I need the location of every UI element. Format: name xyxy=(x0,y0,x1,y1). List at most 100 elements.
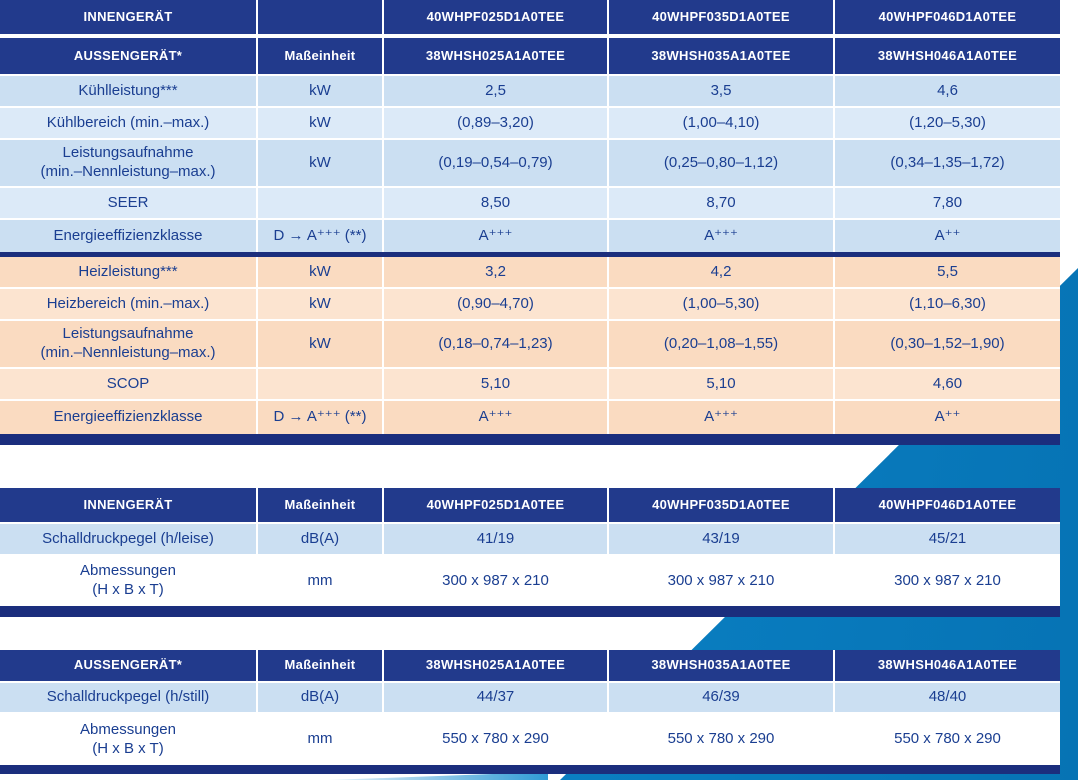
model-header: 38WHSH025A1A0TEE xyxy=(384,650,609,681)
row-label: Energieeffizienzklasse xyxy=(0,401,258,434)
value-cell: 41/19 xyxy=(384,524,609,554)
value-cell: 300 x 987 x 210 xyxy=(609,556,835,606)
value-cell: 550 x 780 x 290 xyxy=(609,714,835,765)
value-cell: (0,34–1,35–1,72) xyxy=(835,140,1060,186)
unit-cell: D → A⁺⁺⁺ (**) xyxy=(258,220,384,252)
unit-cell: kW xyxy=(258,108,384,138)
value-cell: (0,20–1,08–1,55) xyxy=(609,321,835,367)
header-label-indoor: INNENGERÄT xyxy=(0,488,258,522)
unit-cell: mm xyxy=(258,714,384,765)
unit-cell: D → A⁺⁺⁺ (**) xyxy=(258,401,384,434)
table-row-cooling-range: Kühlbereich (min.–max.) kW (0,89–3,20) (… xyxy=(0,108,1060,140)
table-row-cooling-capacity: Kühlleistung*** kW 2,5 3,5 4,6 xyxy=(0,76,1060,108)
table-bottom-bar xyxy=(0,434,1060,445)
row-label: Abmessungen (H x B x T) xyxy=(0,556,258,606)
table-row-indoor-dimensions: Abmessungen (H x B x T) mm 300 x 987 x 2… xyxy=(0,556,1060,606)
row-label: Kühlbereich (min.–max.) xyxy=(0,108,258,138)
unit-cell: kW xyxy=(258,289,384,319)
value-cell: (1,00–4,10) xyxy=(609,108,835,138)
unit-cell: dB(A) xyxy=(258,524,384,554)
table-row-heating-capacity: Heizleistung*** kW 3,2 4,2 5,5 xyxy=(0,257,1060,289)
header-unit-label: Maßeinheit xyxy=(258,488,384,522)
section-divider xyxy=(0,252,1060,257)
unit-cell: mm xyxy=(258,556,384,606)
header-row-outdoor-unit: AUSSENGERÄT* Maßeinheit 38WHSH025A1A0TEE… xyxy=(0,650,1060,683)
value-cell: (0,25–0,80–1,12) xyxy=(609,140,835,186)
value-cell: 5,10 xyxy=(609,369,835,399)
value-cell: 45/21 xyxy=(835,524,1060,554)
model-header: 40WHPF035D1A0TEE xyxy=(609,488,835,522)
header-row-indoor-unit: INNENGERÄT Maßeinheit 40WHPF025D1A0TEE 4… xyxy=(0,488,1060,524)
value-cell: (0,89–3,20) xyxy=(384,108,609,138)
model-header: 40WHPF025D1A0TEE xyxy=(384,488,609,522)
unit-cell: kW xyxy=(258,257,384,287)
value-cell: 5,10 xyxy=(384,369,609,399)
value-cell: 4,60 xyxy=(835,369,1060,399)
model-header: 40WHPF046D1A0TEE xyxy=(835,488,1060,522)
row-label: SCOP xyxy=(0,369,258,399)
row-label: Schalldruckpegel (h/still) xyxy=(0,683,258,712)
table-bottom-bar xyxy=(0,606,1060,617)
value-cell: 8,50 xyxy=(384,188,609,218)
value-cell: 44/37 xyxy=(384,683,609,712)
table-row-seer: SEER 8,50 8,70 7,80 xyxy=(0,188,1060,220)
table-bottom-bar xyxy=(0,765,1060,774)
value-cell: 8,70 xyxy=(609,188,835,218)
model-header: 38WHSH046A1A0TEE xyxy=(835,38,1060,74)
value-cell: 300 x 987 x 210 xyxy=(384,556,609,606)
value-cell: A⁺⁺⁺ xyxy=(384,401,609,434)
model-header: 40WHPF046D1A0TEE xyxy=(835,0,1060,34)
value-cell: 2,5 xyxy=(384,76,609,106)
indoor-unit-table: INNENGERÄT Maßeinheit 40WHPF025D1A0TEE 4… xyxy=(0,488,1060,617)
value-cell: 46/39 xyxy=(609,683,835,712)
unit-cell: kW xyxy=(258,140,384,186)
row-label: Heizbereich (min.–max.) xyxy=(0,289,258,319)
table-row-outdoor-dimensions: Abmessungen (H x B x T) mm 550 x 780 x 2… xyxy=(0,714,1060,765)
value-cell: 3,2 xyxy=(384,257,609,287)
value-cell: (0,30–1,52–1,90) xyxy=(835,321,1060,367)
value-cell: 550 x 780 x 290 xyxy=(384,714,609,765)
unit-cell xyxy=(258,188,384,218)
value-cell: (0,18–0,74–1,23) xyxy=(384,321,609,367)
table-row-scop: SCOP 5,10 5,10 4,60 xyxy=(0,369,1060,401)
header-label-outdoor: AUSSENGERÄT* xyxy=(0,650,258,681)
value-cell: (0,90–4,70) xyxy=(384,289,609,319)
value-cell: A⁺⁺⁺ xyxy=(384,220,609,252)
table-row-indoor-sound: Schalldruckpegel (h/leise) dB(A) 41/19 4… xyxy=(0,524,1060,556)
model-header: 38WHSH035A1A0TEE xyxy=(609,38,835,74)
header-row-indoor: INNENGERÄT 40WHPF025D1A0TEE 40WHPF035D1A… xyxy=(0,0,1060,38)
model-header: 40WHPF025D1A0TEE xyxy=(384,0,609,34)
row-label: Leistungsaufnahme (min.–Nennleistung–max… xyxy=(0,321,258,367)
header-unit-label: Maßeinheit xyxy=(258,38,384,74)
value-cell: 550 x 780 x 290 xyxy=(835,714,1060,765)
value-cell: 48/40 xyxy=(835,683,1060,712)
outdoor-unit-table: AUSSENGERÄT* Maßeinheit 38WHSH025A1A0TEE… xyxy=(0,650,1060,774)
row-label: Heizleistung*** xyxy=(0,257,258,287)
value-cell: 7,80 xyxy=(835,188,1060,218)
value-cell: (1,20–5,30) xyxy=(835,108,1060,138)
table-row-cooling-energy-class: Energieeffizienzklasse D → A⁺⁺⁺ (**) A⁺⁺… xyxy=(0,220,1060,252)
header-label-outdoor: AUSSENGERÄT* xyxy=(0,38,258,74)
value-cell: 5,5 xyxy=(835,257,1060,287)
value-cell: (1,10–6,30) xyxy=(835,289,1060,319)
row-label: Energieeffizienzklasse xyxy=(0,220,258,252)
value-cell: (0,19–0,54–0,79) xyxy=(384,140,609,186)
table-row-heating-range: Heizbereich (min.–max.) kW (0,90–4,70) (… xyxy=(0,289,1060,321)
value-cell: 43/19 xyxy=(609,524,835,554)
header-unit-label: Maßeinheit xyxy=(258,650,384,681)
header-label-indoor: INNENGERÄT xyxy=(0,0,258,34)
row-label: Leistungsaufnahme (min.–Nennleistung–max… xyxy=(0,140,258,186)
unit-cell: kW xyxy=(258,76,384,106)
row-label: Abmessungen (H x B x T) xyxy=(0,714,258,765)
row-label: SEER xyxy=(0,188,258,218)
table-row-heating-power-input: Leistungsaufnahme (min.–Nennleistung–max… xyxy=(0,321,1060,369)
unit-cell: dB(A) xyxy=(258,683,384,712)
value-cell: 4,2 xyxy=(609,257,835,287)
value-cell: 3,5 xyxy=(609,76,835,106)
model-header: 40WHPF035D1A0TEE xyxy=(609,0,835,34)
table-row-heating-energy-class: Energieeffizienzklasse D → A⁺⁺⁺ (**) A⁺⁺… xyxy=(0,401,1060,434)
model-header: 38WHSH046A1A0TEE xyxy=(835,650,1060,681)
value-cell: A⁺⁺⁺ xyxy=(609,220,835,252)
value-cell: 300 x 987 x 210 xyxy=(835,556,1060,606)
value-cell: A⁺⁺⁺ xyxy=(609,401,835,434)
